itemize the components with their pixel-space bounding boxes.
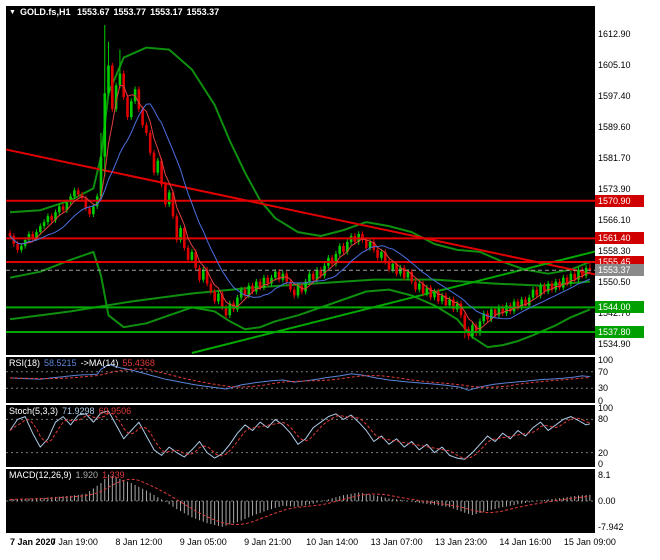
quote-open: 1553.67 <box>76 7 110 17</box>
rsi-axis[interactable]: 100 70 30 0 <box>595 354 654 406</box>
trend-line[interactable] <box>191 250 595 354</box>
slow-ma <box>9 278 590 321</box>
stoch-main-line <box>9 410 591 460</box>
stochastic-signal-value: 69.9506 <box>98 406 132 416</box>
quote-close: 1553.37 <box>186 7 220 17</box>
macd-value: 1.920 <box>75 470 99 480</box>
macd-canvas[interactable] <box>6 469 595 533</box>
axis-tick-label: 8.1 <box>598 469 611 480</box>
price-tag[interactable]: 1561.40 <box>595 232 644 245</box>
stochastic-label: Stoch(5,3,3) <box>9 406 59 416</box>
axis-tick-label: 1589.60 <box>598 121 631 132</box>
axis-tick-label: 20 <box>598 447 609 458</box>
upper-band <box>9 46 591 275</box>
macd-signal-value: 1.339 <box>102 470 125 480</box>
time-axis-label: 8 Jan 12:00 <box>115 537 163 547</box>
stochastic-panel: Stoch(5,3,3) 71.9298 69.9506 <box>6 405 595 467</box>
rsi-header: RSI(18) 58.5215 ->MA(14) 55.4368 <box>9 358 159 368</box>
time-axis[interactable]: 7 Jan 2020 7 Jan 19:00 8 Jan 12:00 9 Jan 05… <box>6 533 654 554</box>
rsi-label: RSI(18) <box>9 358 41 368</box>
main-chart-panel: ▼ GOLD.fs,H1 1553.67 1553.77 1553.17 1553.37 <box>6 6 595 355</box>
axis-tick-label: 0.00 <box>598 496 616 506</box>
axis-tick-label: 0 <box>598 458 604 469</box>
axis-tick-label: 1581.70 <box>598 152 631 163</box>
lower-band <box>9 250 591 349</box>
rsi-signal-value: 55.4368 <box>122 358 155 368</box>
time-axis-label: 15 Jan 09:00 <box>563 537 616 547</box>
rsi-value: 58.5215 <box>44 358 77 368</box>
axis-tick-label: 30 <box>598 383 609 394</box>
axis-tick-label: 1558.30 <box>598 245 631 256</box>
price-tag[interactable]: 1553.37 <box>595 264 644 277</box>
time-axis-label: 14 Jan 16:00 <box>499 537 552 547</box>
stochastic-axis[interactable]: 100 80 20 0 <box>595 403 654 469</box>
macd-signal-line <box>9 478 590 525</box>
time-axis-label: 9 Jan 05:00 <box>179 537 227 547</box>
axis-tick-label: 1605.10 <box>598 60 631 71</box>
price-axis[interactable]: 1612.90 1605.10 1597.40 1589.60 1581.70 1573.… <box>595 6 654 355</box>
stochastic-value: 71.9298 <box>62 406 95 416</box>
macd-axis[interactable]: 8.1 0.00 -7.942 <box>595 469 654 533</box>
axis-tick-label: 1573.90 <box>598 183 631 194</box>
time-axis-label: 9 Jan 21:00 <box>244 537 292 547</box>
rsi-canvas[interactable] <box>6 357 595 403</box>
axis-tick-label: 1566.10 <box>598 214 631 225</box>
main-chart-canvas[interactable] <box>6 6 595 355</box>
axis-tick-label: 100 <box>598 354 614 365</box>
axis-tick-label: 1534.90 <box>598 338 631 349</box>
axis-tick-label: 0 <box>598 395 604 406</box>
quote-low: 1553.17 <box>150 7 183 17</box>
stochastic-header: Stoch(5,3,3) 71.9298 69.9506 <box>9 406 135 416</box>
stochastic-canvas[interactable] <box>6 405 595 467</box>
price-tag[interactable]: 1537.80 <box>595 326 644 338</box>
macd-label: MACD(12,26,9) <box>9 470 72 480</box>
axis-tick-label: 1550.50 <box>598 276 631 287</box>
axis-tick-label: -7.942 <box>598 521 624 532</box>
macd-header: MACD(12,26,9) 1.920 1.339 <box>9 470 129 480</box>
axis-tick-label: 100 <box>598 403 614 414</box>
axis-tick-label: 70 <box>598 366 609 377</box>
price-tag[interactable]: 1544.00 <box>595 301 644 314</box>
symbol-timeframe: GOLD.fs,H1 <box>19 7 71 17</box>
collapse-icon[interactable]: ▼ <box>9 9 16 16</box>
stoch-signal-line <box>9 412 591 459</box>
time-axis-label: 13 Jan 23:00 <box>434 537 488 547</box>
time-axis-label: 7 Jan 19:00 <box>50 537 98 547</box>
price-tag[interactable]: 1570.90 <box>595 194 644 207</box>
axis-tick-label: 80 <box>598 414 609 425</box>
rsi-signal-line <box>9 368 590 388</box>
axis-tick-label: 1597.40 <box>598 90 631 101</box>
time-axis-label: 13 Jan 07:00 <box>370 537 423 547</box>
macd-panel: MACD(12,26,9) 1.920 1.339 <box>6 469 595 533</box>
time-axis-label: 7 Jan 2020 <box>10 537 56 547</box>
ma-13 <box>9 103 591 320</box>
rsi-signal-label: ->MA(14) <box>80 358 119 368</box>
time-axis-label: 10 Jan 14:00 <box>306 537 359 547</box>
axis-tick-label: 1612.90 <box>598 29 631 40</box>
quote-high: 1553.77 <box>113 7 147 17</box>
rsi-panel: RSI(18) 58.5215 ->MA(14) 55.4368 <box>6 357 595 403</box>
candlesticks <box>8 25 592 340</box>
chart-header: ▼ GOLD.fs,H1 1553.67 1553.77 1553.17 1553.37 <box>9 7 223 17</box>
